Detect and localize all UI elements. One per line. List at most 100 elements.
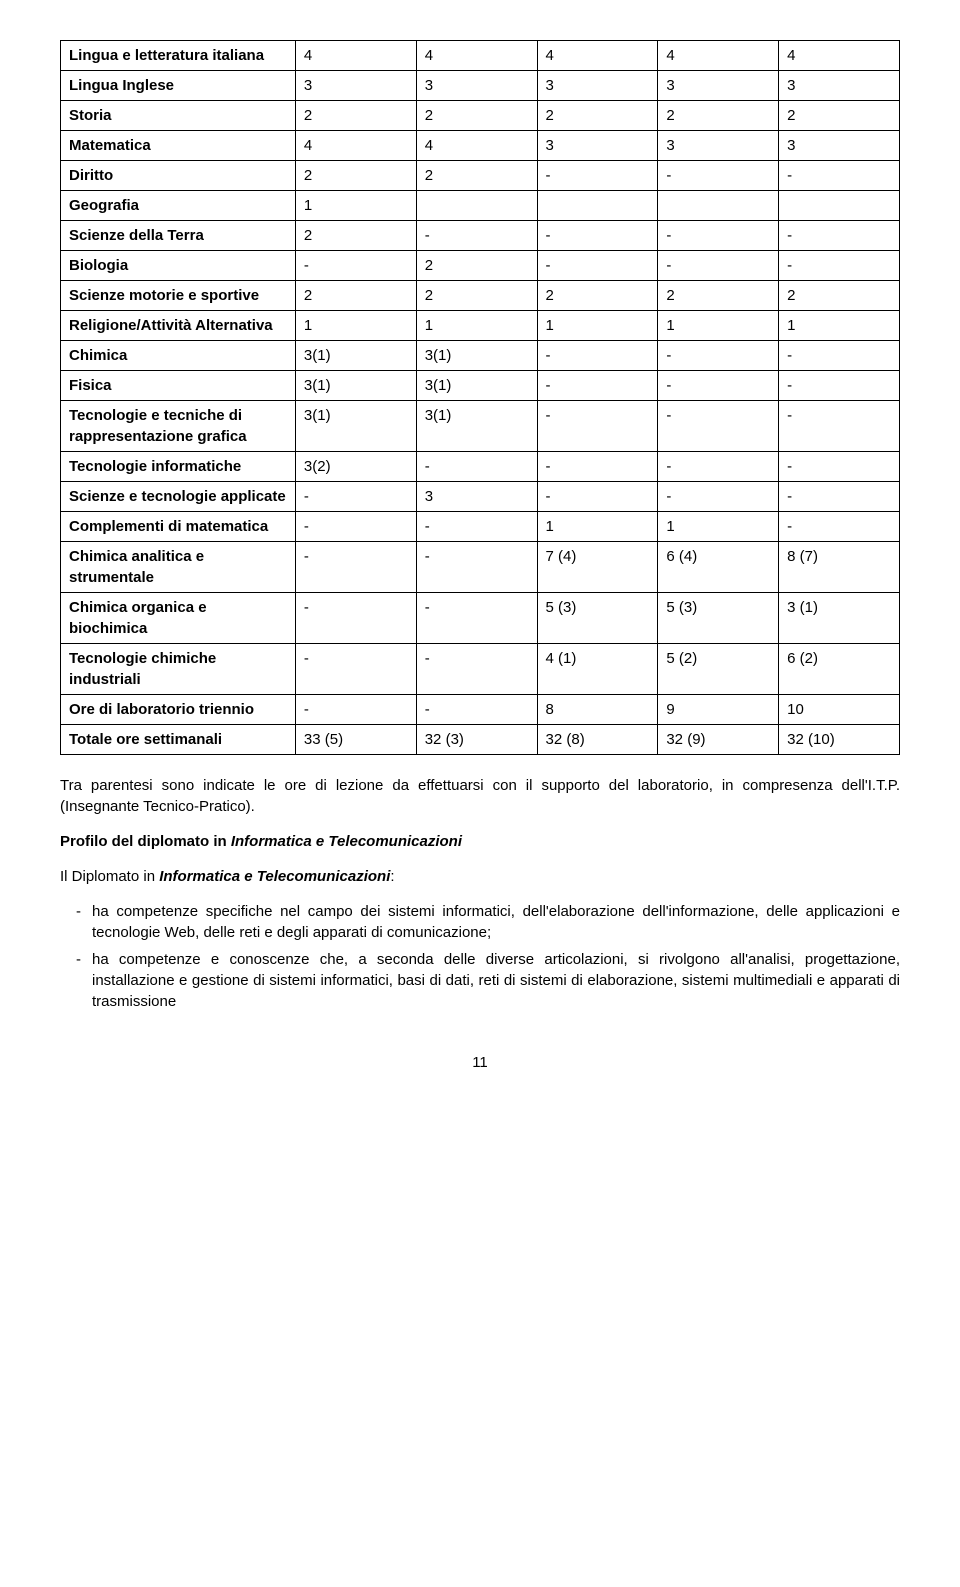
row-value: 2 — [658, 281, 779, 311]
row-value: 1 — [658, 311, 779, 341]
row-value: 3(1) — [416, 371, 537, 401]
row-value: 5 (3) — [658, 593, 779, 644]
row-label: Totale ore settimanali — [61, 725, 296, 755]
row-value: 1 — [295, 191, 416, 221]
row-value: 3 (1) — [779, 593, 900, 644]
row-label: Religione/Attività Alternativa — [61, 311, 296, 341]
table-row: Chimica analitica e strumentale--7 (4)6 … — [61, 542, 900, 593]
row-value: 1 — [416, 311, 537, 341]
row-value: 2 — [779, 101, 900, 131]
row-value: 6 (2) — [779, 644, 900, 695]
row-value: - — [537, 482, 658, 512]
row-value: 3 — [537, 71, 658, 101]
row-value: - — [295, 542, 416, 593]
row-value: 32 (3) — [416, 725, 537, 755]
row-value: 3(1) — [295, 371, 416, 401]
intro-prefix: Il Diplomato in — [60, 868, 159, 885]
table-row: Scienze e tecnologie applicate-3--- — [61, 482, 900, 512]
row-value: 3(1) — [295, 401, 416, 452]
row-value: 7 (4) — [537, 542, 658, 593]
row-value: - — [416, 542, 537, 593]
row-value: 3 — [416, 71, 537, 101]
row-value: 32 (8) — [537, 725, 658, 755]
row-value — [779, 191, 900, 221]
row-value: - — [658, 251, 779, 281]
row-value: 3 — [295, 71, 416, 101]
row-value: - — [537, 371, 658, 401]
row-value: 2 — [537, 281, 658, 311]
profile-section-title: Profilo del diplomato in Informatica e T… — [60, 831, 900, 852]
row-value: - — [537, 401, 658, 452]
page-number: 11 — [60, 1052, 900, 1073]
table-row: Scienze della Terra2---- — [61, 221, 900, 251]
row-value: 3 — [658, 71, 779, 101]
footnote-paragraph: Tra parentesi sono indicate le ore di le… — [60, 775, 900, 817]
row-value: - — [416, 221, 537, 251]
row-value: 5 (2) — [658, 644, 779, 695]
row-value: - — [658, 482, 779, 512]
table-row: Geografia1 — [61, 191, 900, 221]
row-value: - — [537, 221, 658, 251]
row-value: 4 — [416, 41, 537, 71]
table-row: Chimica3(1)3(1)--- — [61, 341, 900, 371]
row-value: 3 — [779, 71, 900, 101]
row-value: 3(2) — [295, 452, 416, 482]
table-row: Tecnologie e tecniche di rappresentazion… — [61, 401, 900, 452]
profile-title-course: Informatica e Telecomunicazioni — [231, 833, 462, 850]
table-row: Diritto22--- — [61, 161, 900, 191]
row-value: 1 — [779, 311, 900, 341]
table-row: Ore di laboratorio triennio--8910 — [61, 695, 900, 725]
row-value: - — [295, 251, 416, 281]
row-label: Tecnologie e tecniche di rappresentazion… — [61, 401, 296, 452]
list-item: ha competenze e conoscenze che, a second… — [76, 949, 900, 1012]
row-value: 33 (5) — [295, 725, 416, 755]
intro-suffix: : — [390, 868, 394, 885]
row-label: Chimica — [61, 341, 296, 371]
row-value: - — [537, 341, 658, 371]
row-label: Matematica — [61, 131, 296, 161]
row-value: - — [295, 644, 416, 695]
row-value: - — [779, 251, 900, 281]
row-label: Geografia — [61, 191, 296, 221]
table-row: Lingua Inglese33333 — [61, 71, 900, 101]
row-value: - — [658, 341, 779, 371]
row-value: 2 — [537, 101, 658, 131]
row-value: - — [416, 695, 537, 725]
row-value: - — [779, 161, 900, 191]
row-value: 4 — [416, 131, 537, 161]
row-value: - — [537, 161, 658, 191]
row-value — [537, 191, 658, 221]
row-label: Lingua e letteratura italiana — [61, 41, 296, 71]
table-row: Complementi di matematica--11- — [61, 512, 900, 542]
row-label: Scienze e tecnologie applicate — [61, 482, 296, 512]
row-value: 1 — [537, 512, 658, 542]
row-value: 2 — [779, 281, 900, 311]
row-value: 5 (3) — [537, 593, 658, 644]
row-value: 4 — [658, 41, 779, 71]
row-value: 4 (1) — [537, 644, 658, 695]
row-value: - — [779, 341, 900, 371]
table-row: Tecnologie informatiche3(2)---- — [61, 452, 900, 482]
table-row: Lingua e letteratura italiana44444 — [61, 41, 900, 71]
table-row: Biologia-2--- — [61, 251, 900, 281]
row-value: 2 — [416, 251, 537, 281]
table-row: Religione/Attività Alternativa11111 — [61, 311, 900, 341]
row-value: - — [295, 512, 416, 542]
row-value: - — [416, 644, 537, 695]
row-value: - — [295, 593, 416, 644]
hours-table: Lingua e letteratura italiana44444Lingua… — [60, 40, 900, 755]
table-row: Totale ore settimanali33 (5)32 (3)32 (8)… — [61, 725, 900, 755]
intro-course: Informatica e Telecomunicazioni — [159, 868, 390, 885]
profile-intro: Il Diplomato in Informatica e Telecomuni… — [60, 866, 900, 887]
list-item: ha competenze specifiche nel campo dei s… — [76, 901, 900, 943]
row-label: Biologia — [61, 251, 296, 281]
row-value: - — [779, 371, 900, 401]
row-value: 4 — [779, 41, 900, 71]
row-label: Complementi di matematica — [61, 512, 296, 542]
row-value: - — [295, 482, 416, 512]
row-value: 2 — [416, 161, 537, 191]
table-row: Matematica44333 — [61, 131, 900, 161]
row-value: - — [658, 221, 779, 251]
row-value: 32 (9) — [658, 725, 779, 755]
row-label: Ore di laboratorio triennio — [61, 695, 296, 725]
